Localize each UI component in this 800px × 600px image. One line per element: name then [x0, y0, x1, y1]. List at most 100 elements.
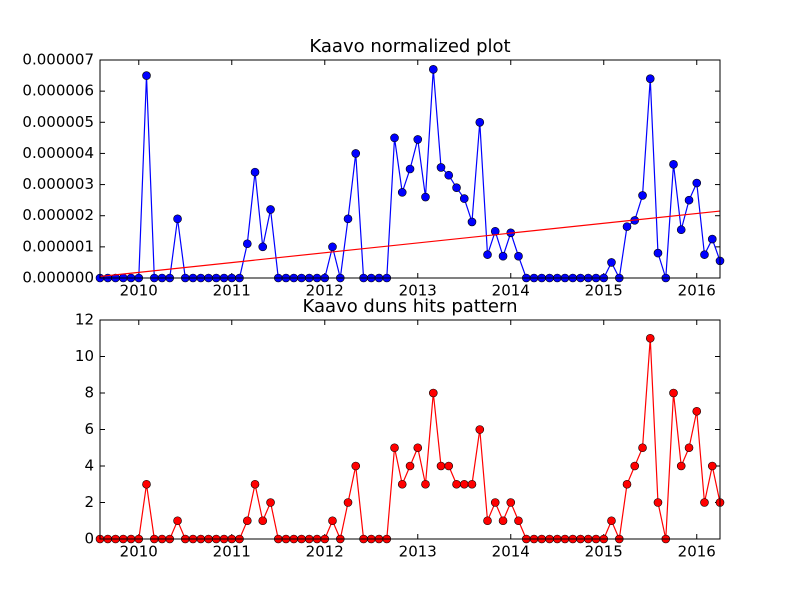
point	[343, 214, 353, 224]
point	[328, 242, 337, 252]
point	[490, 498, 500, 507]
y-tick-label: 4	[84, 457, 94, 475]
x-tick-label: 2011	[213, 543, 251, 561]
point	[250, 167, 260, 177]
point	[351, 149, 361, 158]
point	[390, 133, 399, 143]
plot-frame	[99, 59, 721, 279]
point	[421, 192, 430, 202]
point	[459, 479, 469, 489]
chart-title: Kaavo duns hits pattern	[303, 296, 518, 317]
point	[173, 214, 182, 224]
series-line	[99, 210, 721, 278]
point	[444, 461, 454, 471]
point	[483, 516, 492, 526]
point	[444, 170, 454, 180]
point	[483, 250, 492, 259]
point	[707, 234, 717, 244]
point	[607, 516, 616, 526]
point	[428, 388, 438, 398]
y-tick-label: 0	[84, 530, 94, 548]
x-tick-label: 2012	[306, 282, 344, 300]
point	[700, 250, 709, 259]
y-tick-label: 12	[75, 311, 94, 329]
y-tick-label: 0.000004	[22, 144, 94, 162]
point	[700, 498, 709, 507]
series-line	[100, 338, 721, 542]
x-tick-label: 2015	[585, 543, 623, 561]
y-tick-label: 0.000003	[22, 175, 94, 193]
y-tick-label: 10	[75, 347, 94, 365]
y-tick-label: 2	[84, 493, 94, 511]
point	[243, 239, 252, 249]
point	[467, 479, 477, 489]
point	[405, 164, 415, 174]
point	[452, 183, 461, 192]
point	[436, 163, 446, 172]
point	[684, 443, 694, 453]
point	[397, 188, 407, 197]
point	[467, 217, 477, 227]
x-tick-label: 2012	[306, 543, 344, 561]
series-line	[100, 69, 721, 280]
point	[684, 195, 694, 205]
x-tick-label: 2013	[399, 543, 437, 561]
y-tick-label: 0.000001	[22, 237, 94, 255]
point	[638, 191, 647, 200]
point	[514, 251, 523, 261]
point	[498, 516, 508, 526]
chart-title: Kaavo normalized plot	[309, 36, 510, 57]
point	[413, 443, 423, 453]
x-tick-label: 2016	[678, 282, 716, 300]
point	[328, 516, 337, 526]
point	[142, 479, 151, 489]
point	[653, 248, 663, 258]
point	[475, 117, 485, 127]
y-tick-label: 0.000005	[22, 113, 94, 131]
y-tick-label: 6	[84, 420, 94, 438]
point	[669, 160, 678, 169]
point	[653, 498, 663, 507]
point	[638, 443, 647, 453]
point	[258, 516, 268, 526]
point	[498, 251, 508, 261]
point	[343, 498, 353, 507]
point	[390, 443, 399, 453]
point	[607, 258, 616, 267]
x-tick-label: 2016	[678, 543, 716, 561]
x-tick-label: 2013	[399, 282, 437, 300]
point	[243, 516, 252, 526]
point	[622, 222, 632, 231]
point	[436, 461, 446, 471]
plot-frame	[99, 319, 721, 540]
point	[645, 74, 655, 83]
point	[351, 461, 361, 471]
point	[669, 388, 678, 398]
point	[459, 194, 469, 203]
x-tick-label: 2010	[120, 543, 158, 561]
x-tick-label: 2011	[213, 282, 251, 300]
point	[707, 461, 717, 471]
point	[405, 461, 415, 471]
point	[676, 461, 686, 471]
x-tick-label: 2015	[585, 282, 623, 300]
point	[676, 225, 686, 235]
point	[421, 479, 430, 489]
point	[258, 242, 268, 252]
y-tick-label: 0.000006	[22, 82, 94, 100]
point	[266, 498, 275, 507]
y-tick-label: 0.000007	[22, 51, 94, 69]
point	[452, 479, 461, 489]
point	[630, 461, 640, 471]
y-tick-label: 0.000000	[22, 269, 94, 287]
point	[428, 65, 438, 74]
x-tick-label: 2014	[492, 282, 530, 300]
point	[645, 333, 655, 343]
x-tick-label: 2014	[492, 543, 530, 561]
point	[250, 479, 260, 489]
x-tick-label: 2010	[120, 282, 158, 300]
point	[173, 516, 182, 526]
point	[692, 406, 702, 416]
point	[142, 71, 151, 80]
